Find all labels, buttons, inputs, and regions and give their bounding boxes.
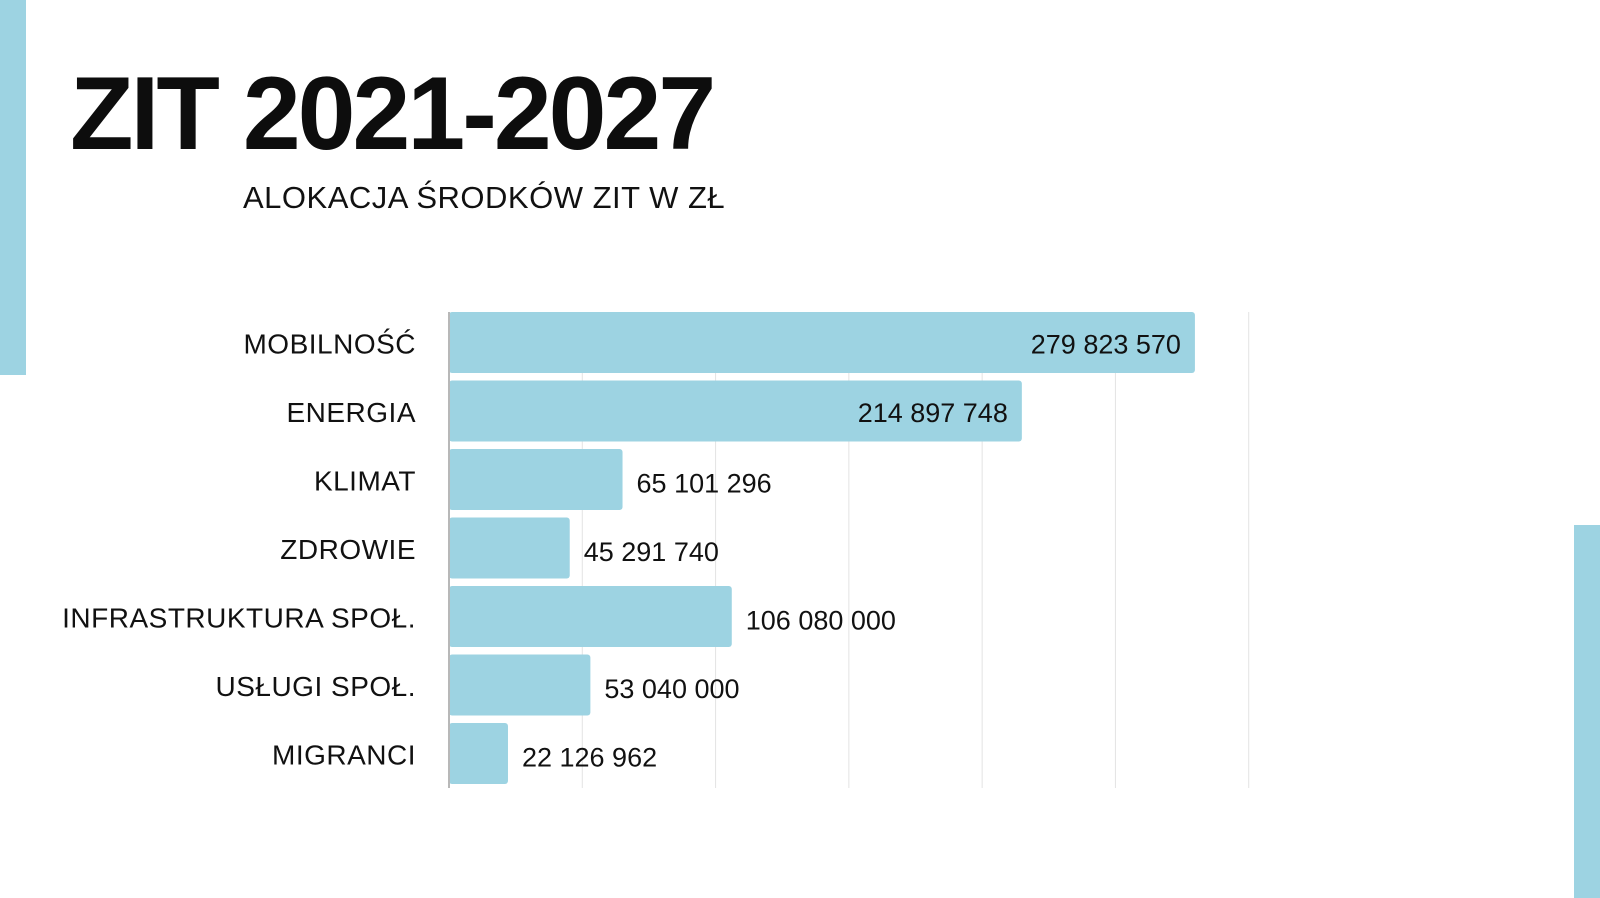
value-label: 45 291 740: [584, 537, 719, 567]
category-label: MOBILNOŚĆ: [243, 328, 416, 360]
value-label: 65 101 296: [637, 469, 772, 499]
bar: [449, 380, 1022, 442]
value-label: 279 823 570: [1031, 330, 1181, 360]
page-title: ZIT 2021-2027: [70, 56, 716, 172]
category-label: USŁUGI SPOŁ.: [215, 671, 416, 702]
bar: [449, 312, 1195, 373]
value-label: 214 897 748: [858, 398, 1008, 428]
bar: [449, 449, 623, 510]
bar: [449, 723, 508, 784]
bar: [449, 517, 570, 579]
bar: [449, 586, 732, 647]
category-label: KLIMAT: [314, 466, 416, 497]
value-label: 106 080 000: [746, 606, 896, 636]
bar: [449, 654, 591, 716]
right-accent-bar: [1574, 525, 1600, 898]
chart-subtitle: ALOKACJA ŚRODKÓW ZIT W ZŁ: [243, 180, 726, 215]
value-label: 53 040 000: [604, 674, 739, 704]
category-label: ENERGIA: [286, 397, 416, 428]
category-label: ZDROWIE: [280, 534, 416, 565]
category-label: MIGRANCI: [272, 740, 416, 771]
category-label: INFRASTRUKTURA SPOŁ.: [62, 603, 416, 634]
left-accent-bar: [0, 0, 26, 375]
value-label: 22 126 962: [522, 743, 657, 773]
